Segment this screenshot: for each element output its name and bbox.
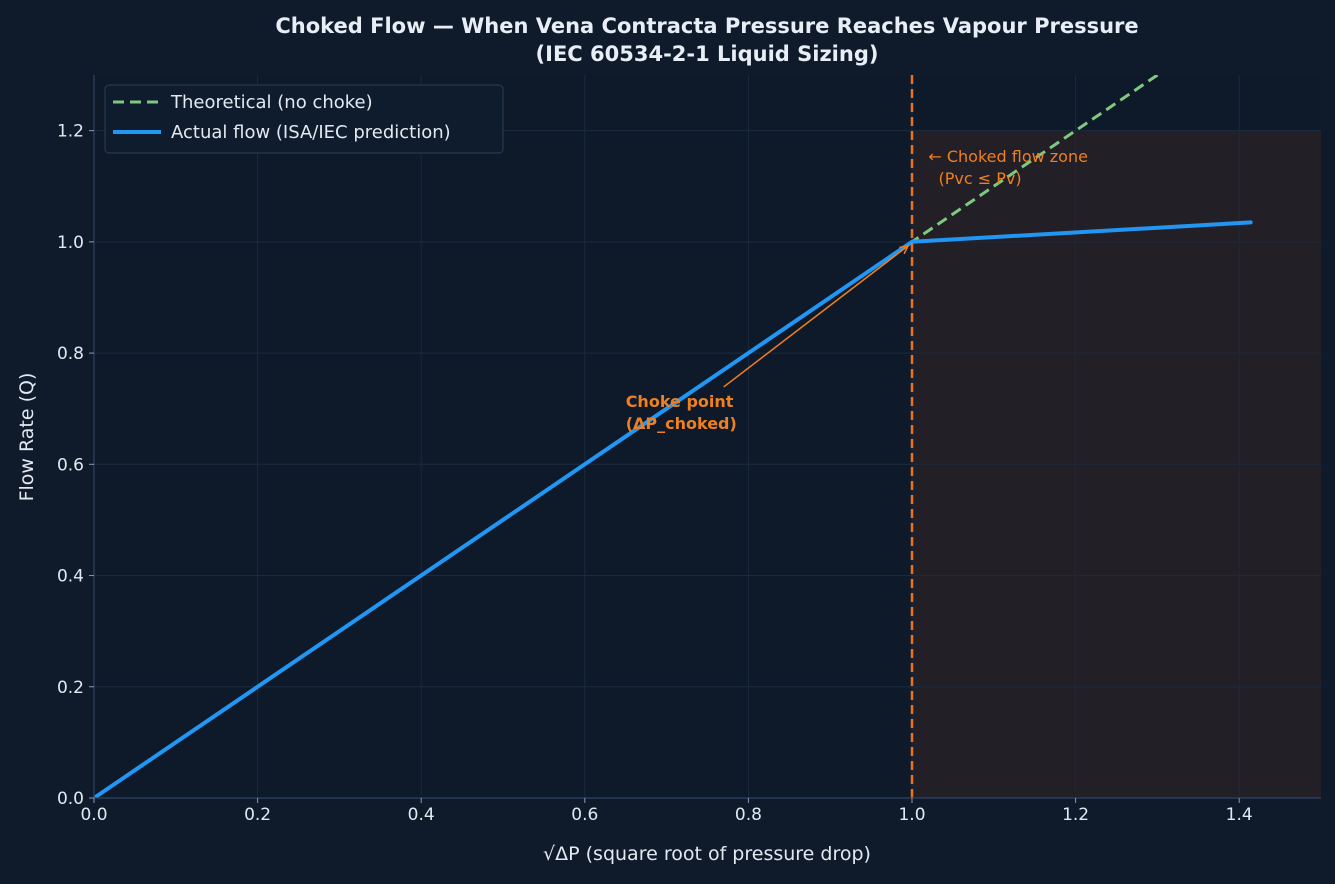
x-tick-label: 0.8 bbox=[735, 805, 762, 825]
x-tick-label: 0.2 bbox=[244, 805, 271, 825]
x-axis-title: √ΔP (square root of pressure drop) bbox=[543, 843, 871, 865]
x-tick-label: 0.0 bbox=[80, 805, 107, 825]
legend-box bbox=[104, 84, 504, 154]
x-tick-label: 0.6 bbox=[571, 805, 598, 825]
chart-title: Choked Flow — When Vena Contracta Pressu… bbox=[275, 14, 1138, 38]
choke-point-annotation-line: Choke point bbox=[626, 392, 734, 411]
x-tick-label: 0.4 bbox=[408, 805, 435, 825]
x-tick-label: 1.4 bbox=[1226, 805, 1253, 825]
choked-zone-annotation-line: ← Choked flow zone bbox=[928, 147, 1088, 166]
y-tick-label: 0.8 bbox=[57, 344, 84, 364]
y-tick-label: 0.6 bbox=[57, 455, 84, 475]
y-tick-label: 1.0 bbox=[57, 233, 84, 253]
series-line-actual bbox=[94, 220, 1253, 798]
x-tick-label: 1.2 bbox=[1062, 805, 1089, 825]
y-tick-label: 0.0 bbox=[57, 789, 84, 809]
y-tick-label: 1.2 bbox=[57, 122, 84, 142]
legend-label: Actual flow (ISA/IEC prediction) bbox=[171, 122, 451, 143]
choked-zone-annotation-line: (Pvc ≤ Pv) bbox=[928, 169, 1021, 188]
choke-point-arrow bbox=[723, 246, 908, 388]
x-tick-label: 1.0 bbox=[898, 805, 925, 825]
choke-point-annotation-line: (ΔP_choked) bbox=[626, 414, 737, 433]
y-tick-label: 0.4 bbox=[57, 567, 84, 587]
y-axis-title: Flow Rate (Q) bbox=[16, 373, 38, 502]
chart-subtitle: (IEC 60534-2-1 Liquid Sizing) bbox=[536, 42, 879, 66]
y-tick-label: 0.2 bbox=[57, 678, 84, 698]
legend-label: Theoretical (no choke) bbox=[170, 92, 373, 113]
